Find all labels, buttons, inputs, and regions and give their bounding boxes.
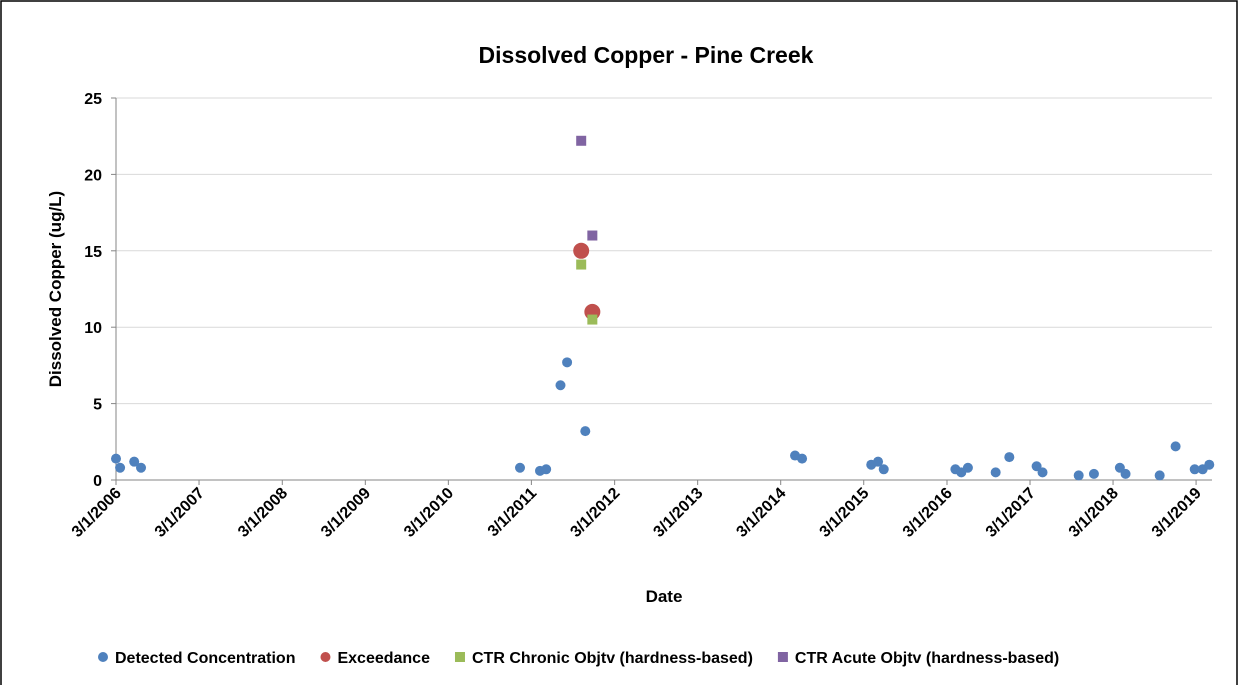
point <box>797 453 808 464</box>
legend-marker <box>454 652 465 662</box>
y-tick-label: 15 <box>84 244 102 261</box>
point <box>1037 467 1048 478</box>
point <box>541 464 552 475</box>
point <box>1170 441 1181 452</box>
point <box>1189 464 1200 475</box>
point <box>576 259 587 270</box>
point <box>873 456 884 467</box>
point <box>562 357 573 368</box>
chart-title: Dissolved Copper - Pine Creek <box>479 42 814 68</box>
y-tick-label: 10 <box>84 320 102 337</box>
legend-label: Detected Concentration <box>115 650 295 667</box>
legend-label: Exceedance <box>337 650 430 667</box>
legend-marker <box>320 652 331 662</box>
point <box>990 467 1001 478</box>
point <box>111 453 121 464</box>
point <box>587 230 598 241</box>
point <box>1088 468 1099 479</box>
point <box>1073 470 1084 481</box>
legend-label: CTR Chronic Objtv (hardness-based) <box>472 650 753 667</box>
point <box>576 135 587 146</box>
point <box>962 462 973 473</box>
y-tick-label: 0 <box>93 473 102 490</box>
point <box>587 314 598 325</box>
point <box>515 462 526 473</box>
point <box>129 456 140 467</box>
point <box>1154 470 1165 481</box>
y-axis-label: Dissolved Copper (ug/L) <box>46 191 65 387</box>
legend-label: CTR Acute Objtv (hardness-based) <box>795 650 1059 667</box>
point <box>136 462 147 473</box>
point <box>573 242 590 259</box>
point <box>115 462 126 473</box>
x-axis-label: Date <box>646 587 683 606</box>
point <box>555 380 566 391</box>
point <box>878 464 889 475</box>
point <box>1204 459 1215 470</box>
point <box>1004 452 1015 463</box>
legend-marker <box>777 652 788 662</box>
point <box>580 426 591 437</box>
point <box>1120 468 1131 479</box>
y-tick-label: 5 <box>93 397 102 414</box>
y-tick-label: 20 <box>84 167 102 184</box>
legend-marker <box>98 652 108 662</box>
y-tick-label: 25 <box>84 91 102 108</box>
